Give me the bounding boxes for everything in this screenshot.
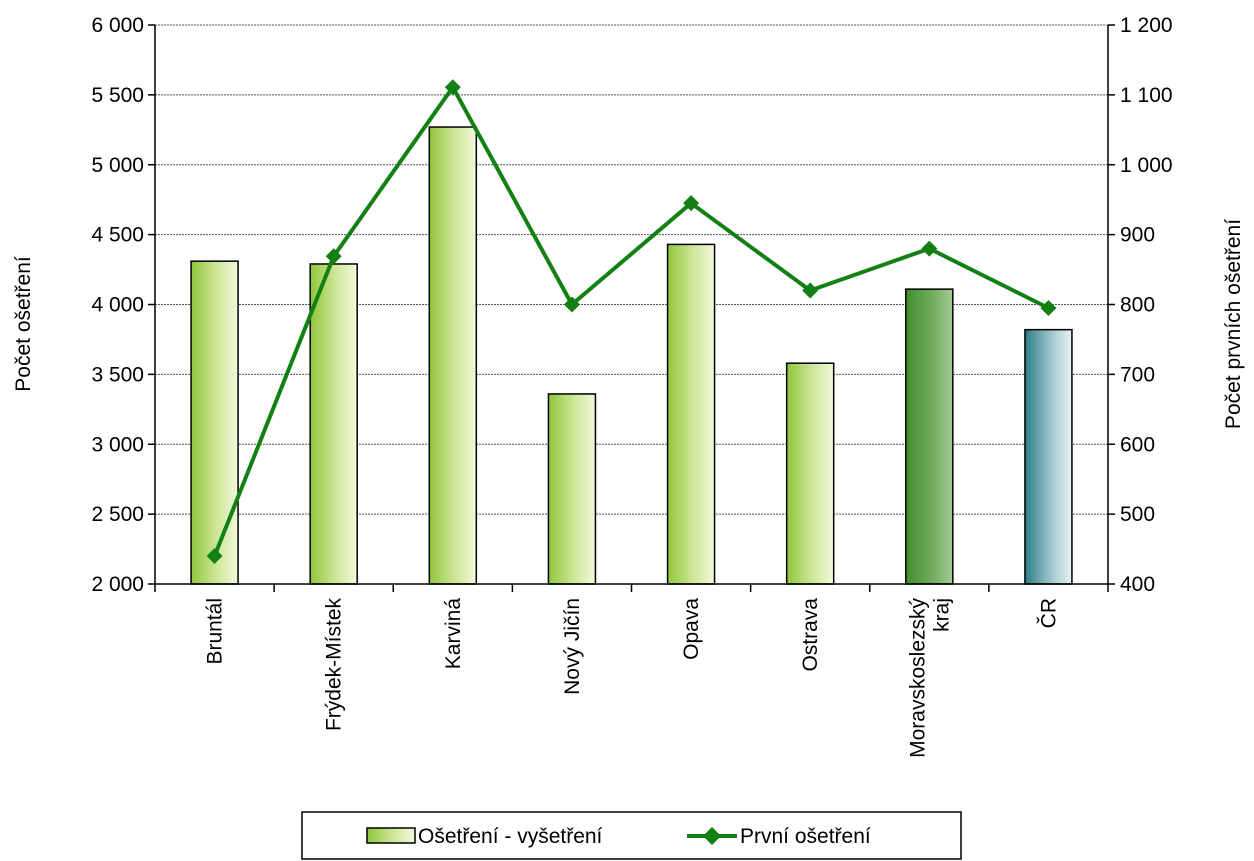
y-tick-label: 3 000	[91, 433, 144, 456]
bar-series	[190, 126, 1073, 585]
bar	[1024, 328, 1073, 585]
bar	[666, 243, 716, 585]
legend-line-marker	[703, 827, 721, 845]
y-tick-label: 2 000	[91, 573, 144, 596]
axes	[148, 24, 1115, 592]
x-tick-label: Bruntál	[204, 598, 227, 665]
line-marker	[683, 195, 700, 212]
y-tick-label: 4 000	[91, 294, 144, 317]
bar	[905, 288, 954, 585]
line-series	[206, 79, 1057, 565]
x-tick-label: Ostrava	[799, 598, 822, 672]
series-line	[212, 85, 1050, 557]
x-tick-label: Nový Jičín	[561, 598, 584, 695]
x-tick-label: Karviná	[442, 598, 465, 670]
line-marker	[325, 248, 342, 265]
line-marker	[921, 240, 938, 257]
x-tick-label: Moravskoslezský	[906, 598, 929, 758]
line-marker	[444, 79, 461, 96]
y-tick-label: 5 000	[91, 154, 144, 177]
y-tick-label: 5 500	[91, 84, 144, 107]
line-marker	[206, 548, 223, 565]
y2-tick-label: 1 200	[1120, 14, 1173, 37]
bar	[785, 362, 835, 585]
legend-bar-label: Ošetření - vyšetření	[418, 825, 603, 848]
y2-tick-label: 1 000	[1120, 154, 1173, 177]
y2-axis-title: Počet prvních ošetření	[1222, 219, 1245, 429]
y-tick-label: 2 500	[91, 503, 144, 526]
y-axis-title: Počet ošetření	[12, 256, 35, 392]
gridlines	[155, 24, 1108, 515]
y2-tick-label: 600	[1120, 433, 1155, 456]
x-tick-label: Opava	[680, 598, 703, 660]
legend-bar-swatch	[366, 827, 416, 844]
y2-tick-label: 400	[1120, 573, 1155, 596]
labels: 2 000 2 500 3 000 3 500 4 000 4 500 5 000 5 500…	[91, 14, 1172, 758]
y-tick-label: 6 000	[91, 14, 144, 37]
x-tick-label: kraj	[930, 598, 953, 632]
line-marker	[802, 282, 819, 299]
bar	[309, 263, 358, 585]
bar	[547, 393, 597, 585]
line-marker	[563, 296, 580, 313]
y-tick-label: 4 500	[91, 224, 144, 247]
y2-tick-label: 800	[1120, 294, 1155, 317]
x-tick-label: Frýdek-Místek	[323, 598, 346, 732]
line-marker	[1040, 299, 1057, 316]
legend: Ošetření - vyšetření První ošetření	[301, 811, 962, 860]
y2-tick-label: 700	[1120, 363, 1155, 386]
legend-line-label: První ošetření	[740, 825, 871, 848]
y2-tick-label: 1 100	[1120, 84, 1173, 107]
y2-tick-label: 900	[1120, 224, 1155, 247]
bar	[428, 126, 478, 585]
y-tick-label: 3 500	[91, 363, 144, 386]
y2-tick-label: 500	[1120, 503, 1155, 526]
bar	[190, 260, 239, 585]
x-tick-label: ČR	[1037, 598, 1060, 628]
